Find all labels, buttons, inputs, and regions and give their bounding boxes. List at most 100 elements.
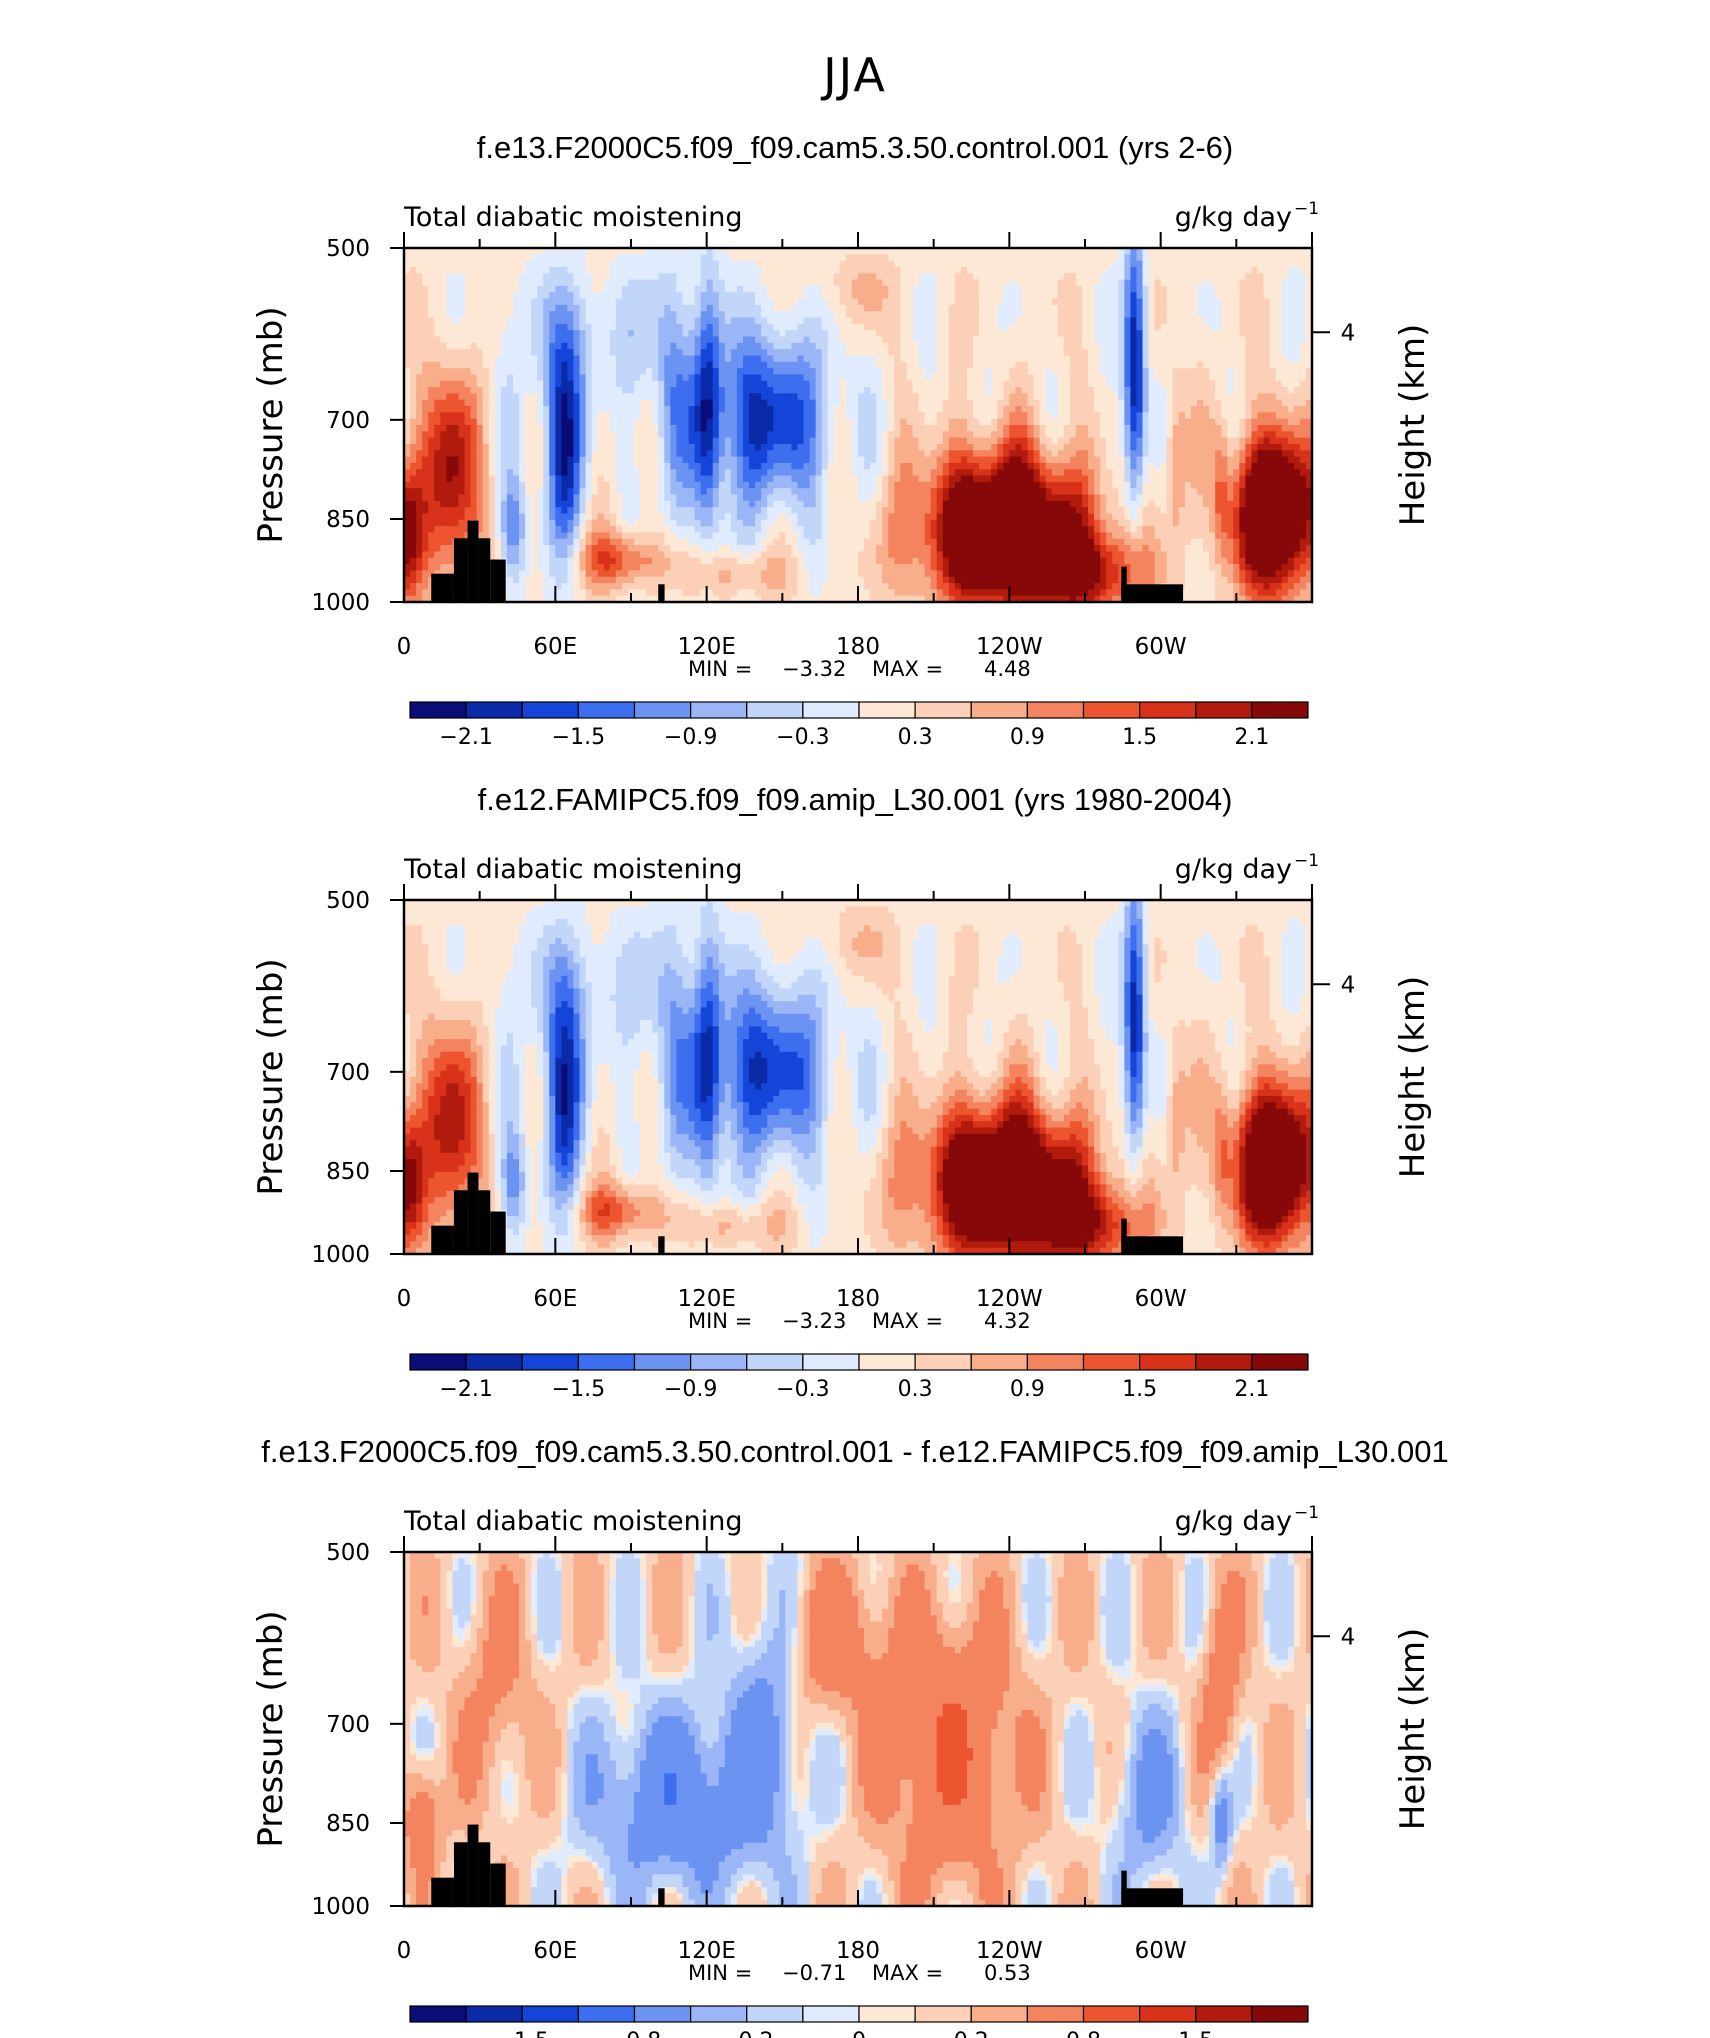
units-exponent: −1: [1294, 1503, 1319, 1523]
colorbar-label: 0.8: [1066, 2029, 1101, 2038]
colorbar-label: −0.9: [664, 725, 717, 750]
colorbar: −2.1 −1.5 −0.9 −0.3 0.3 0.9 1.5 2.1: [409, 1353, 1309, 1402]
colorbar-label: −2.1: [439, 725, 492, 750]
right-tick-label: 4: [1341, 1624, 1356, 1650]
variable-label: Total diabatic moistening: [403, 1506, 742, 1537]
x-tick-label: 120W: [976, 634, 1043, 660]
colorbar-label: 1.5: [1122, 1377, 1157, 1402]
colorbar-box: [1026, 1353, 1085, 1371]
max-label: MAX =: [872, 1961, 943, 1985]
x-tick-label: 60W: [1135, 634, 1187, 660]
x-tick-label: 120W: [976, 1286, 1043, 1312]
y-tick-label: 850: [326, 1159, 370, 1185]
min-label: MIN =: [688, 1961, 752, 1985]
x-tick-label: 120E: [677, 1286, 735, 1312]
colorbar-label: 1.5: [1178, 2029, 1213, 2038]
colorbar-box: [858, 1353, 916, 1371]
colorbar-box: [746, 701, 804, 719]
colorbar-box: [633, 701, 692, 719]
colorbar-box: [1195, 1353, 1253, 1371]
colorbar-box: [970, 2005, 1028, 2023]
colorbar-box: [577, 701, 636, 719]
colorbar-box: [690, 1353, 748, 1371]
colorbar-box: [970, 701, 1028, 719]
y-axis-title: Pressure (mb): [251, 306, 291, 543]
panel-2-chart: 0 60E 120E 180 120W 60W 500 700 850 1000 4 Pressure…: [251, 851, 1433, 1402]
heatmap-field: [404, 900, 1313, 1255]
colorbar-box: [1082, 2005, 1141, 2023]
y-axis-title-right: Height (km): [1393, 976, 1433, 1179]
y-axis-title: Pressure (mb): [251, 958, 291, 1195]
colorbar-box: [1251, 1353, 1309, 1371]
max-value: 4.48: [984, 657, 1031, 681]
colorbar-label: −0.2: [720, 2029, 773, 2038]
x-tick-label: 0: [397, 634, 412, 660]
colorbar-label: 0.9: [1010, 725, 1045, 750]
colorbar-box: [690, 701, 748, 719]
colorbar: −2.1 −1.5 −0.9 −0.3 0.3 0.9 1.5 2.1: [409, 701, 1309, 750]
colorbar-label: −1.5: [552, 1377, 605, 1402]
right-tick-label: 4: [1341, 972, 1356, 998]
colorbar-label: −1.5: [552, 725, 605, 750]
x-tick-label: 180: [836, 634, 880, 660]
y-tick-label: 700: [326, 1060, 370, 1086]
colorbar-box: [521, 2005, 579, 2023]
colorbar-box: [633, 1353, 692, 1371]
y-tick-label: 1000: [311, 1894, 370, 1920]
y-tick-label: 500: [326, 888, 370, 914]
panel-2-title: f.e12.FAMIPC5.f09_f09.amip_L30.001 (yrs …: [0, 782, 1710, 818]
panel-1-title: f.e13.F2000C5.f09_f09.cam5.3.50.control.…: [0, 130, 1710, 166]
colorbar-box: [633, 2005, 692, 2023]
topography-mask: [431, 1824, 1184, 1906]
colorbar-box: [1026, 701, 1085, 719]
x-tick-label: 60E: [533, 1286, 577, 1312]
x-axis: 0 60E 120E 180 120W 60W: [397, 1536, 1313, 1964]
max-value: 0.53: [984, 1961, 1031, 1985]
units-exponent: −1: [1294, 199, 1319, 219]
colorbar-box: [577, 2005, 636, 2023]
colorbar-box: [409, 2005, 467, 2023]
y-tick-label: 500: [326, 236, 370, 262]
colorbar-box: [914, 2005, 972, 2023]
colorbar-box: [465, 701, 523, 719]
colorbar-box: [1195, 701, 1253, 719]
x-tick-label: 60E: [533, 1938, 577, 1964]
colorbar-box: [914, 701, 972, 719]
x-tick-label: 120W: [976, 1938, 1043, 1964]
colorbar-label: −2.1: [439, 1377, 492, 1402]
min-value: −3.23: [782, 1309, 846, 1333]
y-axis: 500 700 850 1000 4: [311, 1540, 1355, 1920]
colorbar-box: [1139, 701, 1197, 719]
y-axis: 500 700 850 1000 4: [311, 236, 1355, 616]
colorbar-box: [802, 1353, 860, 1371]
colorbar-box: [970, 1353, 1028, 1371]
y-tick-label: 850: [326, 507, 370, 533]
variable-label: Total diabatic moistening: [403, 854, 742, 885]
colorbar-box: [802, 701, 860, 719]
colorbar-label: −0.3: [776, 1377, 829, 1402]
colorbar-label: −0.3: [776, 725, 829, 750]
colorbar: −1.5 −0.8 −0.2 0 0.2 0.8 1.5: [409, 2005, 1309, 2038]
x-tick-label: 60E: [533, 634, 577, 660]
colorbar-box: [1139, 1353, 1197, 1371]
colorbar-box: [858, 2005, 916, 2023]
units-label: g/kg day: [1175, 1506, 1292, 1537]
x-tick-label: 60W: [1135, 1286, 1187, 1312]
right-tick-label: 4: [1341, 320, 1356, 346]
colorbar-label: 1.5: [1122, 725, 1157, 750]
colorbar-label: 0.9: [1010, 1377, 1045, 1402]
colorbar-box: [1026, 2005, 1085, 2023]
colorbar-box: [521, 1353, 579, 1371]
max-label: MAX =: [872, 1309, 943, 1333]
x-tick-label: 0: [397, 1286, 412, 1312]
colorbar-label: −1.5: [496, 2029, 549, 2038]
colorbar-box: [521, 701, 579, 719]
colorbar-box: [1139, 2005, 1197, 2023]
colorbar-box: [746, 1353, 804, 1371]
x-tick-label: 120E: [677, 1938, 735, 1964]
colorbar-box: [1082, 701, 1141, 719]
colorbar-box: [1251, 701, 1309, 719]
colorbar-label: 2.1: [1234, 1377, 1269, 1402]
colorbar-box: [409, 1353, 467, 1371]
max-value: 4.32: [984, 1309, 1031, 1333]
